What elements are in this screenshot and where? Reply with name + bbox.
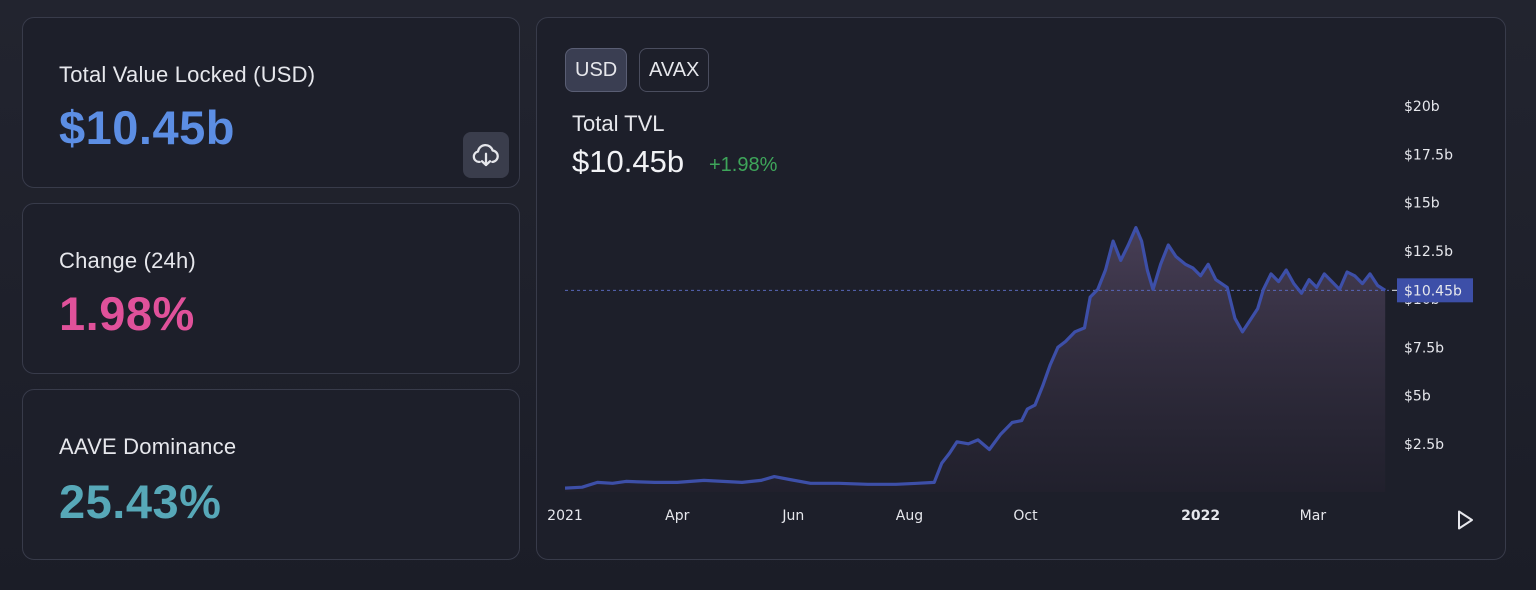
chart-change: +1.98% — [709, 154, 778, 176]
change-card: Change (24h) 1.98% — [22, 203, 520, 374]
x-tick-label: Jun — [781, 508, 804, 524]
x-tick-label: Aug — [896, 508, 923, 524]
tvl-chart[interactable]: $2.5b$5b$7.5b$10b$12.5b$15b$17.5b$20b 20… — [537, 18, 1507, 561]
y-tick-label: $7.5b — [1404, 340, 1444, 356]
x-tick-label: 2021 — [547, 508, 583, 524]
y-tick-label: $5b — [1404, 389, 1431, 405]
play-button[interactable] — [1453, 508, 1477, 532]
chart-title: Total TVL — [572, 111, 665, 136]
y-tick-label: $20b — [1404, 99, 1440, 115]
x-axis: 2021 Apr Jun Aug Oct 2022 Mar — [547, 508, 1326, 524]
x-tick-label: Mar — [1300, 508, 1327, 524]
chart-current-value: $10.45b — [572, 144, 685, 179]
tvl-card: Total Value Locked (USD) $10.45b — [22, 17, 520, 188]
y-tick-label: $12.5b — [1404, 244, 1453, 260]
cloud-download-icon — [472, 143, 499, 167]
y-tick-label: $2.5b — [1404, 437, 1444, 453]
dominance-label: AAVE Dominance — [59, 434, 237, 459]
y-tick-label: $15b — [1404, 196, 1440, 212]
download-button[interactable] — [463, 132, 509, 178]
avax-toggle[interactable]: AVAX — [639, 48, 710, 92]
x-tick-label: 2022 — [1181, 508, 1220, 524]
current-value-tag-bg — [1397, 278, 1473, 303]
tvl-area — [565, 227, 1386, 492]
dominance-card: AAVE Dominance 25.43% — [22, 389, 520, 560]
y-axis: $2.5b$5b$7.5b$10b$12.5b$15b$17.5b$20b — [1404, 99, 1453, 453]
current-value-label: $10.45b — [1404, 283, 1462, 299]
tvl-line — [565, 226, 1387, 490]
y-tick-label: $17.5b — [1404, 147, 1453, 163]
x-tick-label: Oct — [1013, 508, 1038, 524]
tvl-label: Total Value Locked (USD) — [59, 62, 316, 87]
change-value: 1.98% — [59, 287, 195, 340]
tvl-value: $10.45b — [59, 101, 235, 154]
dominance-value: 25.43% — [59, 475, 222, 528]
play-icon — [1458, 510, 1473, 530]
change-label: Change (24h) — [59, 248, 196, 273]
usd-toggle[interactable]: USD — [565, 48, 628, 92]
chart-card: USD AVAX $2.5b$5b$7.5b$10b$12.5b$15b$17.… — [536, 17, 1506, 560]
current-value-tag: $10.45b — [1392, 278, 1473, 303]
x-tick-label: Apr — [665, 508, 689, 524]
